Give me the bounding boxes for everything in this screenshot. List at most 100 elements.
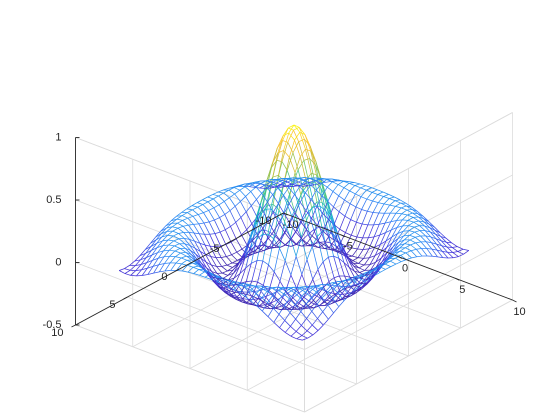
mesh-segment [354, 182, 361, 185]
mesh-segment [250, 181, 256, 185]
mesh-segment [350, 222, 357, 236]
mesh-segment [254, 182, 261, 185]
mesh-segment [366, 192, 373, 200]
mesh-segment [234, 189, 241, 195]
mesh-segment [145, 246, 152, 254]
mesh-segment [445, 237, 452, 244]
mesh-segment [155, 233, 162, 241]
mesh-segment [389, 204, 396, 207]
mesh-segment [407, 217, 414, 221]
mesh-segment [411, 256, 417, 259]
mesh-segment [204, 234, 211, 247]
mesh-segment [237, 290, 243, 299]
mesh-segment [235, 238, 243, 250]
mesh-segment [446, 241, 452, 244]
mesh-segment [240, 196, 246, 202]
mesh-segment [147, 266, 154, 269]
mesh-segment [176, 215, 183, 217]
mesh-segment [394, 247, 400, 254]
mesh-segment [242, 255, 249, 260]
mesh-segment [322, 219, 329, 232]
mesh-segment [397, 235, 404, 239]
mesh-segment [264, 302, 271, 306]
mesh-segment [224, 229, 232, 243]
mesh-segment [391, 233, 398, 243]
mesh-segment [305, 297, 312, 305]
mesh-segment [408, 221, 414, 226]
mesh-segment [180, 257, 187, 261]
mesh-segment [213, 195, 219, 200]
mesh-segment [193, 224, 200, 234]
mesh-segment [239, 257, 246, 274]
mesh-segment [253, 245, 260, 248]
mesh-segment [168, 240, 175, 246]
mesh-segment [257, 243, 264, 249]
mesh-segment [326, 181, 333, 188]
mesh-segment [160, 225, 167, 232]
mesh-segment [294, 172, 302, 195]
mesh-segment [212, 194, 219, 197]
mesh-segment [368, 236, 375, 239]
mesh-segment [233, 185, 240, 188]
mesh-segment [302, 219, 309, 235]
mesh-segment [291, 185, 298, 187]
mesh-segment [199, 233, 205, 235]
mesh-segment [194, 247, 201, 252]
mesh-segment [360, 196, 367, 200]
mesh-segment [273, 248, 280, 273]
mesh-segment [135, 264, 142, 266]
wall-gridline-z [304, 299, 513, 413]
mesh-segment [202, 196, 208, 201]
mesh-segment [150, 239, 157, 244]
mesh-segment [332, 184, 339, 192]
mesh-segment [426, 248, 432, 250]
mesh-segment [276, 180, 283, 184]
mesh-segment [409, 231, 415, 236]
mesh-segment [305, 148, 311, 152]
mesh-segment [343, 284, 349, 289]
mesh-segment [152, 252, 159, 261]
mesh-segment [270, 300, 277, 304]
mesh-segment [322, 311, 329, 320]
mesh-segment [215, 245, 221, 247]
mesh-segment [194, 232, 200, 235]
mesh-segment [291, 216, 298, 230]
mesh-segment [325, 299, 331, 302]
mesh-segment [257, 260, 264, 283]
mesh-segment [262, 310, 269, 317]
mesh-segment [263, 232, 271, 246]
mesh-segment [268, 238, 275, 246]
mesh-segment [205, 261, 213, 272]
mesh-segment [295, 231, 302, 239]
mesh-segment [180, 255, 187, 259]
mesh-segment [177, 225, 184, 229]
mesh-segment [318, 247, 325, 249]
mesh-segment [381, 252, 388, 259]
mesh-segment [314, 297, 321, 305]
mesh-segment [303, 182, 310, 185]
mesh-segment [272, 187, 279, 195]
mesh-segment [289, 222, 296, 232]
mesh-segment [187, 264, 194, 268]
mesh-segment [185, 247, 191, 251]
mesh-segment [407, 214, 414, 218]
mesh-segment [136, 269, 142, 277]
mesh-segment [233, 266, 240, 274]
mesh-segment [152, 257, 159, 261]
mesh-segment [307, 300, 314, 307]
mesh-segment [324, 227, 331, 244]
mesh-segment [317, 230, 323, 237]
mesh-segment [302, 298, 309, 307]
mesh-segment [319, 181, 326, 184]
mesh-segment [303, 183, 309, 187]
mesh-segment [189, 239, 196, 249]
mesh-segment [447, 251, 454, 259]
mesh-segment [322, 256, 329, 263]
mesh-segment [161, 230, 168, 234]
mesh-segment [342, 278, 349, 282]
mesh-segment [214, 219, 221, 233]
mesh-segment [274, 244, 281, 248]
mesh-segment [268, 264, 275, 273]
mesh-segment [314, 303, 320, 306]
y-tick-label: 5 [109, 299, 115, 311]
